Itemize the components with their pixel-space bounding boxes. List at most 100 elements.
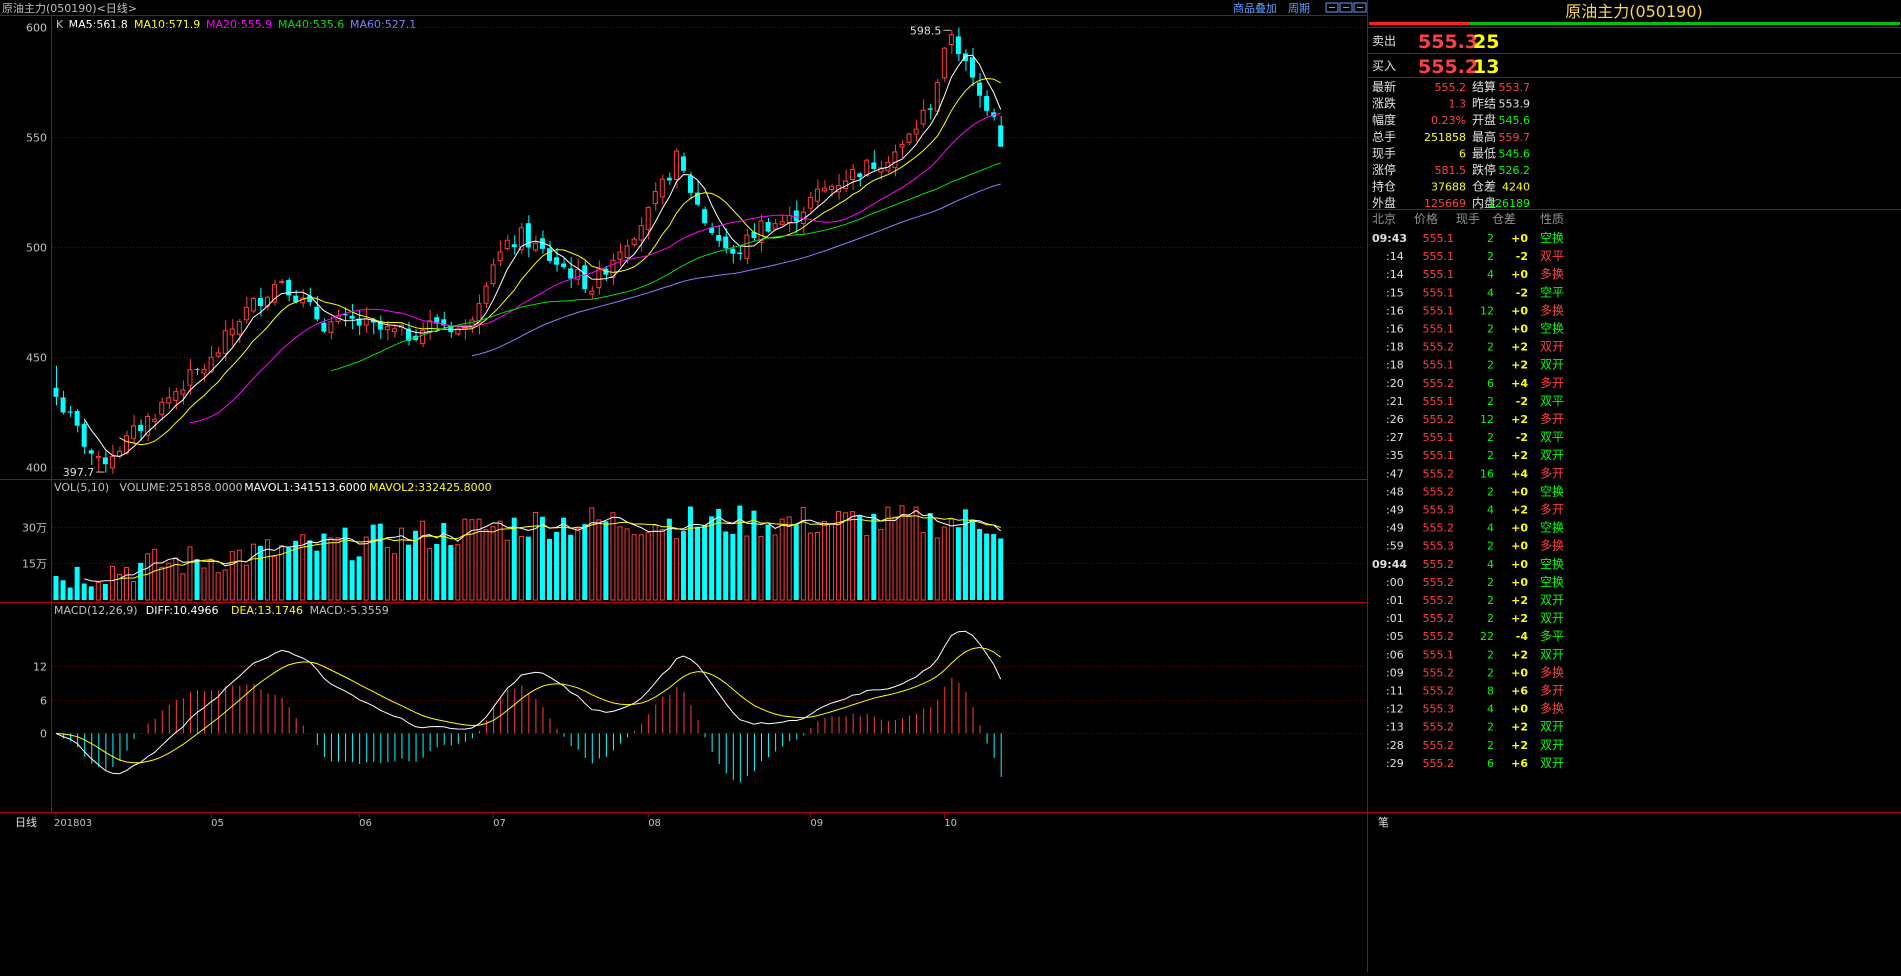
candle[interactable] [885, 156, 891, 173]
candle[interactable] [638, 217, 644, 252]
candle[interactable] [441, 311, 447, 328]
candle[interactable] [934, 78, 940, 116]
candle[interactable] [652, 182, 658, 211]
candle[interactable] [984, 90, 990, 117]
candle[interactable] [631, 237, 637, 247]
candle[interactable] [476, 294, 482, 335]
candle[interactable] [511, 235, 517, 255]
candle[interactable] [208, 345, 214, 374]
candle[interactable] [554, 248, 560, 272]
candle[interactable] [356, 309, 362, 336]
candle[interactable] [229, 319, 235, 346]
candle[interactable] [702, 206, 708, 226]
candle[interactable] [250, 296, 256, 313]
candle[interactable] [807, 191, 813, 214]
candle[interactable] [377, 315, 383, 339]
tick-row[interactable]: :11 555.2 8 +6 多开 [1386, 684, 1564, 698]
candle[interactable] [525, 215, 531, 258]
candle[interactable] [314, 295, 320, 322]
tick-row[interactable]: :16 555.1 12 +0 多换 [1386, 303, 1564, 317]
candle[interactable] [215, 346, 221, 359]
tick-row[interactable]: :16 555.1 2 +0 空换 [1386, 322, 1564, 336]
candle[interactable] [821, 180, 827, 193]
candle[interactable] [899, 140, 905, 158]
candle[interactable] [955, 27, 961, 62]
tick-row[interactable]: :13 555.2 2 +2 双开 [1386, 720, 1564, 734]
candle[interactable] [659, 174, 665, 205]
tick-row[interactable]: :48 555.2 2 +0 空换 [1386, 484, 1564, 498]
candle[interactable] [342, 307, 348, 327]
candle[interactable] [970, 48, 975, 87]
candle[interactable] [850, 163, 856, 190]
candle[interactable] [67, 405, 73, 417]
tick-row[interactable]: 09:44 555.2 4 +0 空换 [1372, 557, 1564, 571]
tick-row[interactable]: :49 555.2 4 +0 空换 [1386, 521, 1564, 535]
candle[interactable] [913, 119, 919, 142]
tick-row[interactable]: :05 555.2 22 -4 多平 [1386, 629, 1564, 643]
candle[interactable] [977, 72, 983, 108]
candle[interactable] [948, 30, 954, 55]
kline-chart[interactable]: 原油主力(050190)<日线> 商品叠加 周期 K MA5:561.8 MA10:571… [0, 0, 1368, 972]
candle[interactable] [187, 359, 193, 395]
candle[interactable] [532, 235, 538, 253]
candle[interactable] [490, 258, 496, 288]
candle[interactable] [60, 390, 66, 415]
candle[interactable] [384, 320, 390, 341]
candle[interactable] [864, 159, 870, 177]
chart-area[interactable]: 原油主力(050190)<日线> 商品叠加 周期 K MA5:561.8 MA10:571… [0, 0, 1828, 972]
candle[interactable] [243, 296, 249, 324]
candle[interactable] [272, 279, 278, 306]
candle[interactable] [610, 253, 616, 285]
candle[interactable] [483, 281, 489, 309]
candle[interactable] [758, 214, 764, 252]
candle[interactable] [666, 172, 672, 185]
candle[interactable] [194, 367, 200, 375]
candle[interactable] [920, 99, 926, 128]
tick-row[interactable]: :06 555.1 2 +2 双开 [1386, 647, 1564, 661]
zoom-in-icon[interactable] [1325, 2, 1339, 13]
candle[interactable] [575, 258, 581, 286]
zoom-out-icon[interactable] [1339, 2, 1353, 13]
tick-row[interactable]: :21 555.1 2 -2 双平 [1386, 394, 1564, 408]
candle[interactable] [539, 230, 545, 254]
candle[interactable] [173, 387, 179, 410]
tick-row[interactable]: :27 555.1 2 -2 双平 [1386, 430, 1564, 444]
tick-row[interactable]: :35 555.1 2 +2 双开 [1386, 448, 1564, 462]
overlay-link[interactable]: 商品叠加 [1233, 1, 1277, 15]
candle[interactable] [906, 132, 912, 145]
candle[interactable] [349, 304, 355, 330]
tick-row[interactable]: :29 555.2 6 +6 双开 [1386, 756, 1564, 770]
period-link[interactable]: 周期 [1288, 2, 1310, 15]
tick-row[interactable]: :18 555.2 2 +2 双开 [1386, 340, 1564, 354]
tick-row[interactable]: :47 555.2 16 +4 多开 [1386, 466, 1564, 480]
candle[interactable] [589, 286, 595, 299]
tick-row[interactable]: :09 555.2 2 +0 多换 [1386, 665, 1564, 679]
candle[interactable] [561, 258, 567, 270]
candle[interactable] [180, 380, 186, 405]
candle[interactable] [95, 450, 101, 473]
candle[interactable] [962, 49, 968, 72]
candle[interactable] [53, 365, 59, 406]
tick-row[interactable]: :28 555.2 2 +2 双开 [1386, 738, 1564, 752]
candle[interactable] [518, 222, 524, 255]
candle[interactable] [617, 243, 623, 266]
expand-icon[interactable] [1353, 2, 1367, 13]
candle[interactable] [81, 421, 87, 454]
candle[interactable] [236, 318, 242, 344]
candle[interactable] [286, 277, 292, 301]
candle[interactable] [772, 219, 778, 231]
candle[interactable] [131, 415, 137, 445]
tick-row[interactable]: :14 555.1 2 -2 双平 [1386, 249, 1564, 263]
candle[interactable] [709, 222, 715, 236]
candle[interactable] [871, 150, 877, 171]
candle[interactable] [497, 240, 503, 266]
candle[interactable] [730, 244, 736, 264]
candle[interactable] [716, 224, 722, 248]
candle[interactable] [680, 152, 686, 174]
tick-row[interactable]: :59 555.3 2 +0 多换 [1386, 539, 1564, 553]
candle[interactable] [152, 413, 158, 431]
candle[interactable] [434, 314, 440, 329]
candle[interactable] [88, 448, 94, 466]
period-label[interactable]: 日线 [15, 815, 37, 829]
candle[interactable] [328, 316, 334, 340]
